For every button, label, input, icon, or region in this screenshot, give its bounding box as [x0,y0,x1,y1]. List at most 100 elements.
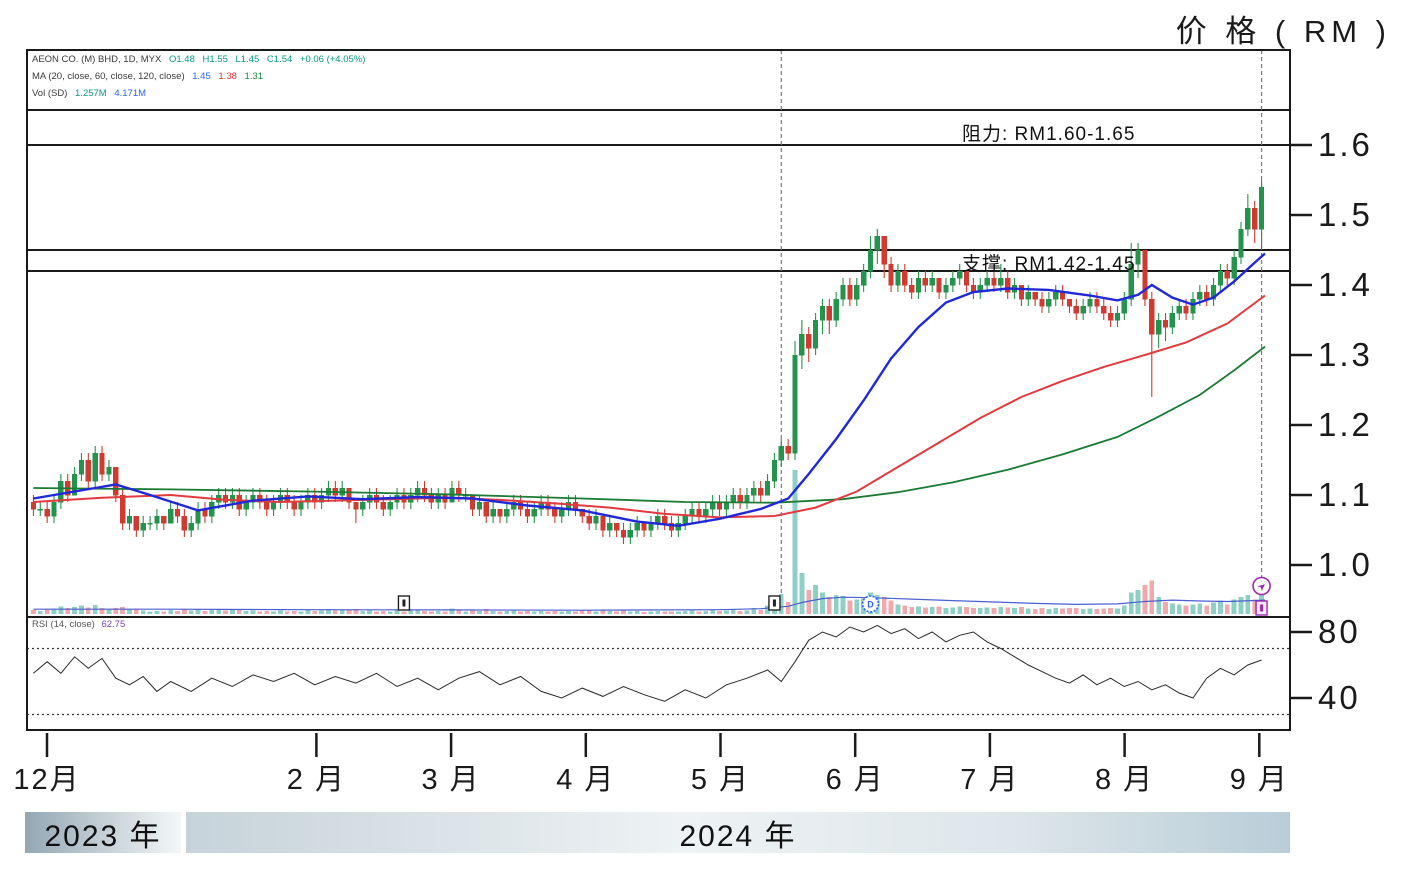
volume-bar [483,609,489,614]
volume-bar [140,610,146,614]
candle-body [85,459,91,482]
volume-bar [593,611,599,614]
candle-body [1217,270,1224,286]
candle-body [415,487,421,496]
candle-body [58,480,64,503]
volume-bar [161,611,167,614]
candle-body [895,270,901,286]
ma60-line [33,294,1266,519]
x-axis-label: 2 月 [286,764,346,796]
volume-bar [326,609,331,614]
candle-body [147,522,153,525]
candle-body [188,522,194,531]
volume-bar [1211,602,1216,614]
legend-ma-label: MA (20, close, 60, close, 120, close) [32,71,185,82]
candle-body [126,515,133,524]
rsi-axis-label: 40 [1318,679,1361,716]
year-bar-2024: 2024 年 [186,812,1290,853]
candle-body [421,487,428,496]
volume-bar [758,610,764,614]
volume-bar [648,611,654,614]
volume-bar [99,607,105,614]
candle-body [634,522,640,531]
rsi-axis-label: 80 [1318,613,1361,650]
candle-body [1107,312,1114,321]
volume-bar [257,611,263,614]
volume-bar [1087,608,1093,614]
volume-bar [127,609,132,614]
volume-bar [428,611,434,614]
volume-bar [181,609,187,614]
volume-bar [154,611,160,614]
candle-body [1142,249,1148,300]
candle-body [1121,298,1127,314]
candle-body [552,508,558,517]
candle-body [957,270,963,279]
candle-body [998,277,1004,286]
volume-bar [435,611,441,614]
candle-body [1210,284,1217,300]
volume-bar [374,611,379,614]
y-axis-label: 1.5 [1318,196,1373,233]
candle-body [620,529,627,538]
volume-bar [470,609,475,614]
candle-body [1101,305,1107,314]
candle-body [915,277,922,293]
volume-bar [826,597,832,614]
legend-line-ohlc: AEON CO. (M) BHD, 1D, MYX O1.48 H1.55 L1… [32,54,370,65]
y-axis-label: 1.3 [1318,336,1373,373]
note-marker-glyph [402,599,406,607]
candle-body [92,452,98,482]
candle-body [1046,298,1052,307]
legend-ma20-value: 1.45 [192,71,211,82]
volume-bar [1149,580,1155,614]
volume-bar [236,609,242,614]
candle-body [30,501,37,510]
candle-body [600,515,606,531]
volume-bar [689,610,695,614]
candle-body [1238,228,1244,258]
volume-bar [902,605,908,614]
candle-body [119,494,126,524]
volume-bar [1060,608,1065,614]
volume-bar [346,609,352,614]
candle-body [387,501,393,510]
note-marker-glyph [772,599,776,607]
candle-body [154,515,160,524]
volume-bar [916,606,921,614]
volume-bar [1025,608,1031,614]
volume-bar [785,602,791,614]
candle-body [78,459,85,475]
volume-bar [744,610,750,614]
volume-bar [1067,607,1072,614]
candle-body [778,445,784,461]
volume-bar [31,610,36,614]
candle-body [819,305,826,321]
y-axis-label: 1.4 [1318,266,1373,303]
volume-bar [662,611,668,614]
candle-body [1053,291,1059,300]
candle-body [195,508,201,524]
ma20-line [33,252,1266,528]
volume-bar [778,593,784,614]
candle-body [1149,298,1155,335]
volume-bar [51,608,57,614]
candle-body [1252,207,1258,230]
volume-bar [552,611,558,614]
legend-vol-label: Vol (SD) [32,88,68,99]
volume-bar [168,610,174,614]
candle-body [1087,298,1093,307]
x-axis-label: 4 月 [556,764,616,796]
candle-body [99,452,105,475]
candle-body [812,319,819,349]
volume-bar [195,609,201,614]
candle-body [655,515,661,524]
volume-bar [881,597,887,614]
volume-bar [147,611,153,614]
volume-bar [737,611,743,614]
dividend-marker [861,595,880,613]
volume-bar [971,607,976,614]
price-axis-title: 价 格 ( RM ) [1175,14,1391,49]
candle-body [662,515,668,524]
